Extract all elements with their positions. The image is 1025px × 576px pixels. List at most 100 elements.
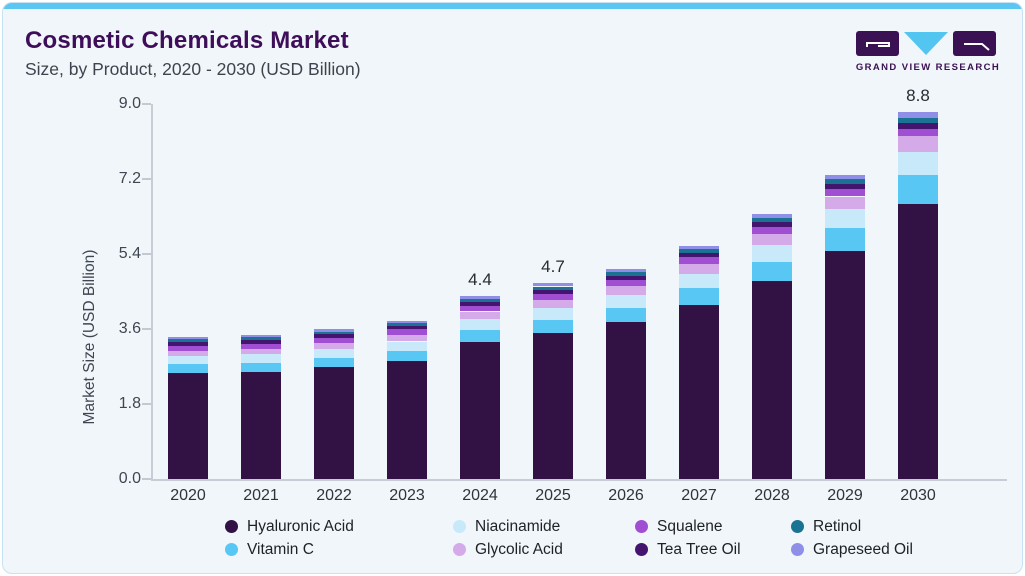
- y-axis-line: [151, 104, 153, 479]
- bar-segment-retinol-2025: [533, 286, 573, 290]
- bar-segment-tea-tree-oil-2030: [898, 122, 938, 129]
- bar-segment-vitamin-c-2027: [679, 288, 719, 305]
- y-tick-label: 1.8: [118, 395, 141, 412]
- x-tick-label-2024: 2024: [462, 487, 498, 504]
- bar-segment-glycolic-acid-2029: [825, 196, 865, 210]
- bar-segment-hyaluronic-acid-2020: [168, 372, 208, 479]
- bar-segment-glycolic-acid-2026: [606, 286, 646, 295]
- bar-segment-vitamin-c-2021: [241, 362, 281, 372]
- legend-item-retinol: Retinol: [791, 518, 913, 536]
- bar-segment-grapeseed-oil-2025: [533, 283, 573, 287]
- legend-item-niacinamide: Niacinamide: [453, 518, 635, 536]
- y-tick: [142, 178, 151, 180]
- bar-segment-retinol-2026: [606, 271, 646, 276]
- y-tick: [142, 103, 151, 105]
- bar-segment-hyaluronic-acid-2027: [679, 304, 719, 479]
- gvr-logo-icon: [856, 31, 996, 56]
- bar-segment-hyaluronic-acid-2030: [898, 204, 938, 479]
- y-tick: [142, 328, 151, 330]
- legend-item-tea-tree-oil: Tea Tree Oil: [635, 541, 791, 559]
- legend-label: Tea Tree Oil: [657, 540, 741, 558]
- y-tick-label: 5.4: [118, 245, 141, 262]
- bar-segment-retinol-2023: [387, 323, 427, 327]
- stacked-bar-chart: 0.0 1.8 3.6 5.4 7.2 9.0 Market Size (USD Billi…: [3, 3, 1022, 573]
- bar-segment-vitamin-c-2030: [898, 174, 938, 204]
- bar-segment-vitamin-c-2024: [460, 330, 500, 343]
- legend-dot-icon: [791, 520, 804, 533]
- bar-segment-glycolic-acid-2025: [533, 299, 573, 308]
- bar-segment-glycolic-acid-2020: [168, 350, 208, 357]
- bar-segment-glycolic-acid-2023: [387, 334, 427, 342]
- bar-segment-retinol-2029: [825, 179, 865, 184]
- x-tick-label-2029: 2029: [827, 487, 863, 504]
- y-axis-title: Market Size (USD Billion): [81, 249, 98, 425]
- legend-item-vitamin-c: Vitamin C: [225, 541, 453, 559]
- bar-segment-tea-tree-oil-2023: [387, 326, 427, 330]
- legend-item-squalene: Squalene: [635, 518, 791, 536]
- x-axis-line: [151, 479, 1007, 481]
- bar-segment-niacinamide-2027: [679, 273, 719, 289]
- x-tick-label-2026: 2026: [608, 487, 644, 504]
- legend-dot-icon: [635, 543, 648, 556]
- bar-segment-squalene-2025: [533, 293, 573, 300]
- bar-segment-grapeseed-oil-2024: [460, 295, 500, 299]
- y-tick-label: 7.2: [118, 170, 141, 187]
- bar-segment-squalene-2020: [168, 345, 208, 351]
- bar-segment-squalene-2029: [825, 189, 865, 197]
- bar-value-label-2025: 4.7: [541, 257, 565, 277]
- y-tick-label: 0.0: [118, 470, 141, 487]
- bar-segment-glycolic-acid-2027: [679, 264, 719, 274]
- page-title: Cosmetic Chemicals Market: [25, 27, 349, 54]
- bar-segment-vitamin-c-2029: [825, 228, 865, 252]
- bar-segment-retinol-2027: [679, 249, 719, 253]
- bar-segment-tea-tree-oil-2024: [460, 301, 500, 306]
- bar-segment-niacinamide-2029: [825, 209, 865, 229]
- x-tick-label-2030: 2030: [900, 487, 936, 504]
- legend-item-grapeseed-oil: Grapeseed Oil: [791, 541, 913, 559]
- chart-legend: Hyaluronic Acid Niacinamide Squalene Retino…: [225, 515, 913, 561]
- legend-row-2: Vitamin C Glycolic Acid Tea Tree Oil Grapes…: [225, 538, 913, 561]
- bar-segment-niacinamide-2028: [752, 245, 792, 262]
- bar-segment-retinol-2024: [460, 298, 500, 302]
- legend-label: Squalene: [657, 517, 723, 535]
- legend-label: Grapeseed Oil: [813, 540, 913, 558]
- bar-segment-tea-tree-oil-2027: [679, 252, 719, 258]
- legend-item-hyaluronic-acid: Hyaluronic Acid: [225, 518, 453, 536]
- bar-segment-glycolic-acid-2022: [314, 342, 354, 349]
- legend-label: Vitamin C: [247, 540, 314, 558]
- x-tick-label-2021: 2021: [243, 487, 279, 504]
- legend-dot-icon: [225, 543, 238, 556]
- bar-segment-retinol-2022: [314, 331, 354, 335]
- bar-segment-tea-tree-oil-2022: [314, 334, 354, 338]
- x-tick-label-2028: 2028: [754, 487, 790, 504]
- legend-dot-icon: [635, 520, 648, 533]
- x-tick-label-2027: 2027: [681, 487, 717, 504]
- bar-segment-grapeseed-oil-2027: [679, 245, 719, 249]
- bar-segment-hyaluronic-acid-2025: [533, 333, 573, 479]
- bar-segment-squalene-2021: [241, 343, 281, 349]
- bar-segment-grapeseed-oil-2021: [241, 335, 281, 338]
- bar-segment-squalene-2027: [679, 257, 719, 264]
- bar-segment-grapeseed-oil-2026: [606, 268, 646, 272]
- bar-segment-glycolic-acid-2021: [241, 348, 281, 355]
- x-tick-label-2025: 2025: [535, 487, 571, 504]
- legend-dot-icon: [791, 543, 804, 556]
- bar-segment-squalene-2026: [606, 279, 646, 287]
- legend-label: Glycolic Acid: [475, 540, 563, 558]
- bar-segment-retinol-2021: [241, 337, 281, 341]
- bar-segment-niacinamide-2022: [314, 349, 354, 358]
- y-tick-label: 9.0: [118, 95, 141, 112]
- bar-segment-hyaluronic-acid-2026: [606, 322, 646, 479]
- y-tick-label: 3.6: [118, 320, 141, 337]
- bar-segment-hyaluronic-acid-2024: [460, 342, 500, 479]
- bar-segment-grapeseed-oil-2030: [898, 112, 938, 118]
- bar-segment-tea-tree-oil-2026: [606, 275, 646, 280]
- bar-segment-niacinamide-2021: [241, 354, 281, 363]
- bar-value-label-2024: 4.4: [468, 269, 492, 289]
- bar-segment-squalene-2023: [387, 329, 427, 335]
- bar-value-label-2030: 8.8: [906, 86, 930, 106]
- bar-segment-squalene-2022: [314, 337, 354, 343]
- bar-segment-niacinamide-2023: [387, 341, 427, 352]
- bar-segment-grapeseed-oil-2023: [387, 320, 427, 324]
- legend-row-1: Hyaluronic Acid Niacinamide Squalene Retino…: [225, 515, 913, 538]
